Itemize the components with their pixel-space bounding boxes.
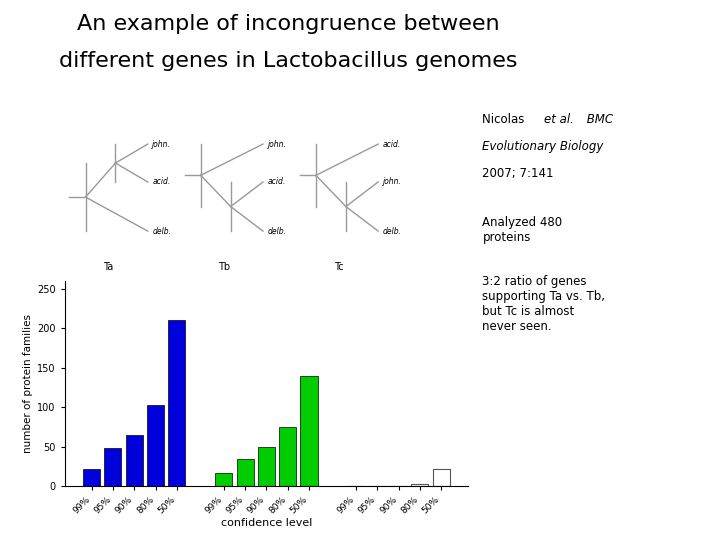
Y-axis label: number of protein families: number of protein families: [23, 314, 33, 453]
Bar: [215, 472, 233, 486]
Text: Analyzed 480
proteins: Analyzed 480 proteins: [482, 216, 562, 244]
Text: acid.: acid.: [268, 178, 286, 186]
Text: Ta: Ta: [104, 262, 114, 273]
Bar: [279, 427, 296, 486]
Bar: [433, 469, 450, 486]
Text: Tb: Tb: [217, 262, 230, 273]
Text: BMC: BMC: [583, 113, 613, 126]
Text: et al.: et al.: [544, 113, 573, 126]
Text: Nicolas: Nicolas: [482, 113, 528, 126]
Text: acid.: acid.: [153, 178, 171, 186]
Bar: [168, 320, 186, 486]
Bar: [147, 404, 164, 486]
Text: Evolutionary Biology: Evolutionary Biology: [482, 140, 604, 153]
Text: delb.: delb.: [153, 227, 171, 235]
Text: john.: john.: [153, 139, 171, 148]
Bar: [411, 484, 428, 486]
Bar: [83, 469, 100, 486]
Text: An example of incongruence between: An example of incongruence between: [77, 14, 499, 33]
Text: 3:2 ratio of genes
supporting Ta vs. Tb,
but Tc is almost
never seen.: 3:2 ratio of genes supporting Ta vs. Tb,…: [482, 275, 606, 333]
Bar: [237, 459, 253, 486]
Text: 2007; 7:141: 2007; 7:141: [482, 167, 554, 180]
Text: john.: john.: [383, 178, 402, 186]
Text: different genes in Lactobacillus genomes: different genes in Lactobacillus genomes: [59, 51, 517, 71]
Text: delb.: delb.: [383, 227, 402, 235]
Text: acid.: acid.: [383, 139, 401, 148]
Bar: [300, 375, 318, 486]
Text: delb.: delb.: [268, 227, 287, 235]
Bar: [126, 435, 143, 486]
X-axis label: confidence level: confidence level: [221, 518, 312, 529]
Text: john.: john.: [268, 139, 287, 148]
Bar: [258, 447, 275, 486]
Text: Tc: Tc: [334, 262, 343, 273]
Bar: [104, 448, 122, 486]
